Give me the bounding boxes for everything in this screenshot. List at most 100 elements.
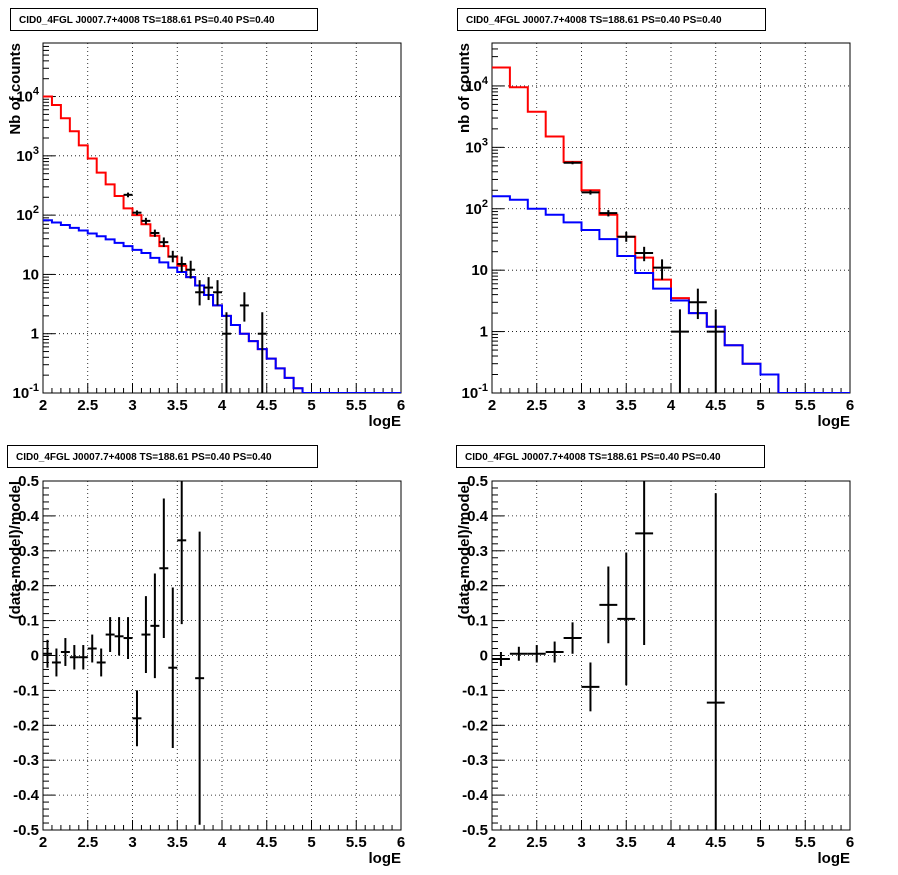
data-point — [159, 237, 169, 248]
y-tick-label: 10 — [471, 262, 488, 279]
y-tick-label: 0.4 — [467, 508, 489, 525]
x-tick-label: 5 — [307, 834, 315, 851]
x-tick-label: 3 — [577, 834, 585, 851]
plot-area — [43, 481, 205, 825]
y-tick-label-base: 10 — [465, 139, 482, 156]
y-axis-label: (data-model)/model — [456, 481, 473, 619]
y-tick-label: 10-1 — [13, 382, 39, 402]
data-point — [204, 277, 214, 301]
plot-area — [43, 95, 401, 393]
y-tick-label: -0.3 — [462, 752, 488, 769]
x-tick-label: 4.5 — [705, 834, 726, 851]
data-point — [563, 161, 582, 165]
data-point — [43, 639, 52, 668]
y-tick-label: -0.4 — [462, 787, 489, 804]
data-point — [159, 498, 169, 639]
y-tick-label: 102 — [465, 198, 488, 218]
plot-area — [492, 481, 725, 830]
chart-0: 2 2.5 3 3.5 4 4.5 5 5.5 610-1110102103104logENb … — [7, 42, 405, 430]
title-top-right: CID0_4FGL J0007.7+4008 TS=188.61 PS=0.40… — [457, 8, 766, 31]
x-axis-label: logE — [369, 413, 402, 430]
y-tick-label: 104 — [465, 75, 489, 95]
y-tick-label: -0.4 — [13, 787, 40, 804]
data-point — [195, 280, 205, 306]
data-point — [150, 573, 160, 679]
data-point — [141, 217, 151, 225]
y-tick-label: -0.5 — [462, 822, 488, 839]
x-tick-label: 5.5 — [346, 397, 367, 414]
y-tick-label: 0.1 — [467, 613, 488, 630]
data-point — [492, 652, 510, 666]
data-point — [132, 690, 142, 747]
data-point — [617, 552, 636, 686]
y-tick-label: 0.3 — [467, 543, 488, 560]
x-tick-label: 2.5 — [77, 397, 98, 414]
y-tick-label: 0 — [31, 648, 39, 665]
data-point — [509, 646, 528, 661]
x-tick-label: 4 — [667, 834, 676, 851]
chart-1: 2 2.5 3 3.5 4 4.5 5 5.5 610-1110102103104logEnb … — [456, 42, 854, 430]
y-tick-label: -0.2 — [462, 717, 488, 734]
data-point — [527, 645, 546, 663]
x-axis-label: logE — [818, 413, 851, 430]
histogram-series-0 — [43, 95, 401, 393]
x-tick-label: 2.5 — [526, 834, 547, 851]
title-bottom-left: CID0_4FGL J0007.7+4008 TS=188.61 PS=0.40… — [7, 445, 318, 468]
histogram-series-1 — [492, 195, 850, 393]
data-point — [114, 617, 124, 656]
y-tick-label: 0.3 — [18, 543, 39, 560]
y-tick-label-exponent: -1 — [478, 382, 488, 394]
x-tick-label: 5.5 — [795, 834, 816, 851]
data-point — [257, 312, 267, 393]
x-tick-label: 5 — [756, 834, 764, 851]
x-tick-label: 6 — [846, 397, 854, 414]
data-point — [141, 596, 151, 673]
y-tick-label-exponent: 3 — [482, 136, 488, 148]
y-axis-label: Nb of counts — [7, 43, 24, 135]
y-tick-label: 0.2 — [18, 578, 39, 595]
plot-area — [492, 66, 850, 393]
x-tick-label: 4.5 — [705, 397, 726, 414]
data-point — [239, 292, 249, 322]
y-tick-label-base: 10 — [465, 78, 482, 95]
x-tick-label: 4 — [218, 834, 227, 851]
y-tick-label: -0.5 — [13, 822, 39, 839]
y-tick-label-exponent: 3 — [33, 145, 39, 157]
data-point — [150, 229, 160, 237]
data-point — [599, 566, 618, 644]
data-point — [599, 210, 618, 217]
data-point — [78, 645, 88, 670]
y-tick-label: 0.5 — [18, 473, 39, 490]
y-tick-label-base: 10 — [462, 385, 479, 402]
x-tick-label: 6 — [397, 397, 405, 414]
data-point — [123, 192, 133, 198]
y-tick-label: 0.2 — [467, 578, 488, 595]
x-tick-label: 6 — [397, 834, 405, 851]
data-point — [195, 531, 205, 825]
y-tick-label: 103 — [465, 136, 488, 156]
y-tick-label: -0.1 — [462, 682, 488, 699]
y-tick-label: 10-1 — [462, 382, 488, 402]
x-tick-label: 2 — [39, 397, 47, 414]
y-tick-label-exponent: 2 — [482, 198, 488, 210]
y-tick-label-base: 10 — [13, 385, 30, 402]
x-tick-label: 3.5 — [167, 397, 188, 414]
data-point — [60, 638, 70, 666]
y-tick-label: -0.2 — [13, 717, 39, 734]
data-point — [87, 634, 97, 663]
y-tick-label: -0.1 — [13, 682, 39, 699]
y-tick-label: 0 — [480, 648, 488, 665]
x-tick-label: 2.5 — [526, 397, 547, 414]
x-tick-label: 6 — [846, 834, 854, 851]
data-point — [168, 587, 178, 748]
data-point — [617, 231, 636, 242]
y-tick-label: 10 — [22, 266, 39, 283]
y-tick-label: 103 — [16, 145, 39, 165]
data-point — [635, 481, 654, 646]
histogram-series-0 — [492, 66, 850, 393]
y-tick-label-base: 10 — [16, 89, 33, 106]
x-tick-label: 3 — [128, 397, 136, 414]
x-tick-label: 3.5 — [616, 397, 637, 414]
y-tick-label-base: 10 — [16, 207, 33, 224]
